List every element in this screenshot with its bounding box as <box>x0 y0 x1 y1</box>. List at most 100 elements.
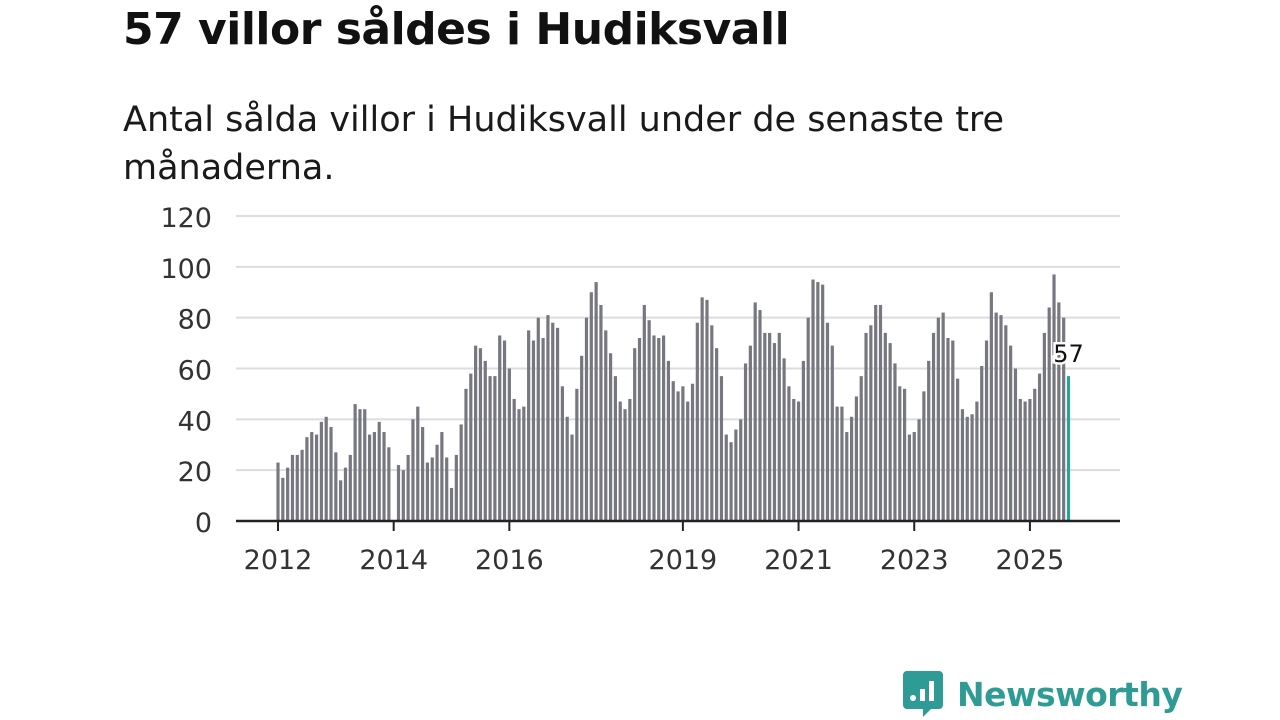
bar <box>772 343 777 521</box>
bar <box>464 388 468 521</box>
bar <box>931 332 936 521</box>
bar <box>348 454 352 521</box>
bar <box>1023 401 1027 521</box>
bar <box>406 454 410 521</box>
bar <box>372 432 376 521</box>
bar <box>555 327 560 521</box>
bar <box>637 338 642 521</box>
y-tick-label: 20 <box>178 457 212 488</box>
bar <box>811 279 815 521</box>
bar <box>984 340 989 521</box>
bar <box>551 322 555 521</box>
bar <box>329 426 333 521</box>
bar <box>474 345 478 521</box>
bar <box>999 315 1003 521</box>
bar <box>575 388 579 521</box>
bar <box>874 304 878 521</box>
bar <box>310 432 314 521</box>
bar <box>324 416 328 521</box>
bar <box>835 406 839 521</box>
bar <box>700 297 704 521</box>
bar <box>445 457 449 521</box>
bar <box>604 330 608 521</box>
bar <box>907 434 912 521</box>
bar <box>666 360 671 521</box>
bar <box>869 325 873 521</box>
bar <box>1037 373 1042 521</box>
bar <box>584 317 589 521</box>
bar <box>753 302 757 521</box>
bar <box>290 454 295 521</box>
bar <box>681 386 685 521</box>
bar <box>739 419 743 521</box>
bar <box>483 360 487 521</box>
bar <box>903 388 907 521</box>
bar <box>1042 332 1046 521</box>
x-tick-label: 2012 <box>244 545 313 576</box>
bar <box>507 368 511 521</box>
bar <box>435 444 439 521</box>
bar <box>618 401 622 521</box>
bar <box>830 345 834 521</box>
y-tick-label: 40 <box>178 406 212 437</box>
bar <box>502 340 507 521</box>
brand-logo[interactable]: Newsworthy <box>903 671 1183 717</box>
y-tick-label: 0 <box>195 508 212 539</box>
bar <box>1009 345 1013 521</box>
bar <box>358 409 362 521</box>
bar <box>454 454 458 521</box>
bar <box>965 416 969 521</box>
x-tick-label: 2023 <box>880 545 949 576</box>
bar <box>580 355 584 521</box>
x-tick-label: 2019 <box>649 545 718 576</box>
bar <box>960 409 965 521</box>
bar <box>488 376 492 521</box>
bar <box>743 363 748 521</box>
bar <box>459 424 463 521</box>
bar <box>647 320 651 521</box>
bar <box>642 304 646 521</box>
bar <box>363 409 367 521</box>
x-tick-label: 2016 <box>475 545 544 576</box>
bar <box>1057 302 1061 521</box>
bar <box>787 386 791 521</box>
bar <box>367 434 372 521</box>
bar <box>623 409 627 521</box>
bar <box>377 421 381 521</box>
bar <box>416 406 420 521</box>
bar <box>1052 274 1056 521</box>
bar <box>840 406 844 521</box>
bar <box>281 477 285 521</box>
bar <box>314 434 319 521</box>
bars <box>276 274 1071 521</box>
bar <box>382 432 386 521</box>
bar <box>927 360 931 521</box>
y-tick-label: 100 <box>160 254 212 285</box>
bar <box>821 284 825 521</box>
bar <box>469 373 473 521</box>
bar <box>893 363 897 521</box>
bar <box>941 312 945 521</box>
bar <box>1033 388 1037 521</box>
bar <box>975 401 979 521</box>
bar <box>565 416 569 521</box>
bar <box>305 437 309 521</box>
bar <box>796 401 801 521</box>
bar <box>425 462 430 521</box>
bar <box>970 414 974 521</box>
x-tick-label: 2025 <box>996 545 1065 576</box>
bar <box>387 447 391 521</box>
bar <box>339 480 343 521</box>
bar <box>276 462 280 521</box>
y-tick-label: 80 <box>178 305 212 336</box>
bar <box>748 345 752 521</box>
bar <box>353 404 357 521</box>
x-tick-label: 2014 <box>359 545 428 576</box>
bar <box>628 399 632 521</box>
bar <box>560 386 564 521</box>
chart-title: 57 villor såldes i Hudiksvall <box>123 4 790 55</box>
bar <box>546 315 550 521</box>
bar <box>1018 399 1022 521</box>
bar <box>888 343 892 521</box>
